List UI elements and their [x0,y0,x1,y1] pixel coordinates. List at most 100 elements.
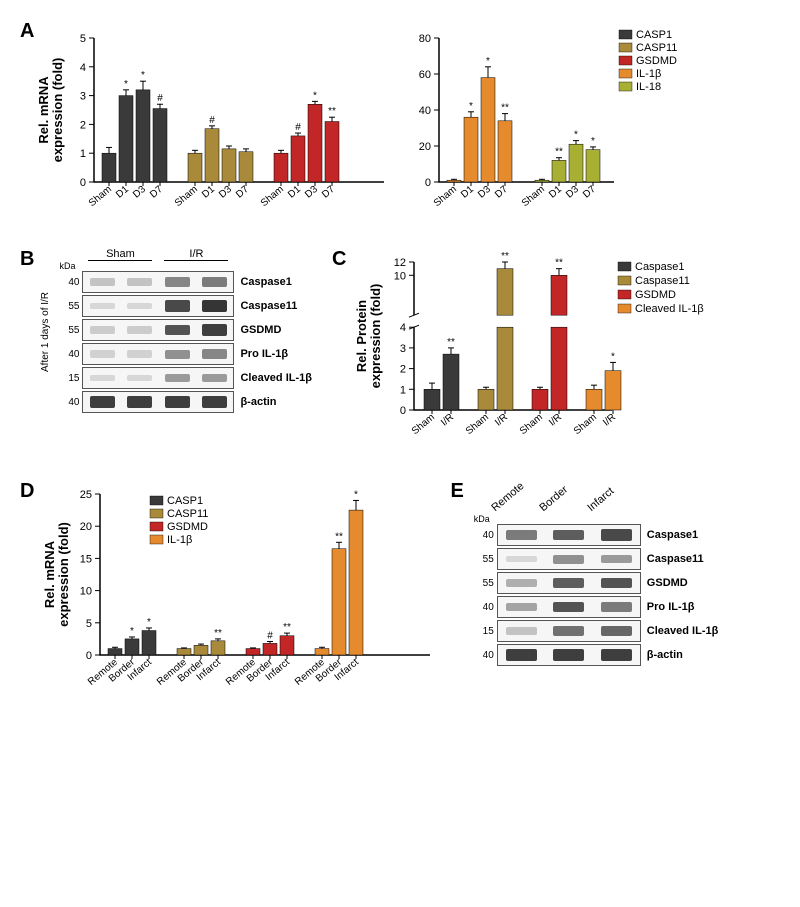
svg-text:0: 0 [86,650,92,662]
blot-band [90,303,115,310]
blot-band [506,530,537,540]
blot-kda: 55 [470,578,494,589]
blot-band [553,649,584,660]
svg-text:60: 60 [419,69,431,81]
blot-band [90,350,115,357]
svg-text:**: ** [556,258,564,269]
panel-E-label: E [450,480,463,668]
blot-kda: 15 [470,626,494,637]
blot-protein-label: β-actin [240,396,276,408]
svg-text:expression (fold): expression (fold) [50,58,65,163]
svg-text:#: # [296,122,302,133]
blot-band [90,278,115,286]
panel-C: C 012341012Rel. Proteinexpression (fold)… [332,248,722,458]
svg-text:D1: D1 [115,184,132,201]
blot-band [165,300,190,311]
svg-text:1: 1 [400,384,406,396]
blot-protein-label: Cleaved IL-1β [240,372,312,384]
blot-band [202,277,227,287]
svg-text:I/R: I/R [494,412,511,429]
svg-text:IL-1β: IL-1β [167,534,192,546]
blot-strip [497,596,641,618]
blot-kda: 40 [55,349,79,360]
svg-text:Rel. mRNA: Rel. mRNA [36,76,51,144]
blot-band [553,530,584,541]
blot-strip [497,620,641,642]
blot-lane [121,368,159,388]
panel-B-blots: ShamI/RkDa40Caspase155Caspase1155GSDMD40… [55,248,312,415]
panel-A-left-chart: 012345Rel. mRNAexpression (fold)Sham*D1*… [34,20,394,230]
blot-lane [83,344,121,364]
svg-text:#: # [158,93,164,104]
svg-text:CASP11: CASP11 [636,42,677,54]
blot-lane [158,272,196,292]
svg-text:IL-1β: IL-1β [636,68,661,80]
svg-text:5: 5 [86,618,92,630]
blot-lane [545,597,592,617]
svg-text:4: 4 [80,62,86,74]
svg-text:*: * [142,70,146,81]
svg-text:20: 20 [419,141,431,153]
blot-kda: 55 [470,554,494,565]
blot-band [553,626,584,636]
blot-band [127,303,152,310]
panel-BC-row: B After 1 days of I/R ShamI/RkDa40Caspas… [20,248,780,458]
panel-A-row: A 012345Rel. mRNAexpression (fold)Sham*D… [20,20,780,230]
svg-text:5: 5 [80,33,86,45]
blot-lane [121,272,159,292]
svg-text:Sham: Sham [173,184,200,209]
blot-strip [497,524,641,546]
svg-text:D7: D7 [235,184,252,201]
svg-text:Sham: Sham [410,412,437,437]
blot-lane [498,597,545,617]
blot-kda: 40 [470,602,494,613]
svg-text:#: # [210,115,216,126]
blot-band [127,326,152,333]
blot-band [601,626,632,636]
svg-text:*: * [592,136,596,147]
svg-text:Sham: Sham [87,184,114,209]
svg-text:*: * [148,617,152,628]
svg-text:D3: D3 [218,184,235,201]
blot-lane [592,573,639,593]
svg-text:D1: D1 [548,184,565,201]
blot-band [553,602,584,613]
kda-caption: kDa [59,261,312,271]
svg-text:D1: D1 [460,184,477,201]
blot-band [127,396,152,407]
svg-text:D3: D3 [132,184,149,201]
blot-lane [545,549,592,569]
blot-band [506,556,537,563]
svg-text:Cleaved IL-1β: Cleaved IL-1β [635,303,704,315]
blot-band [202,349,227,358]
blot-lane [121,320,159,340]
blot-protein-label: GSDMD [240,324,281,336]
svg-text:25: 25 [80,489,92,501]
blot-kda: 40 [55,277,79,288]
panel-E-blots: RemoteBorderInfarctkDa40Caspase155Caspas… [470,480,719,668]
blot-band [506,603,537,611]
svg-text:Sham: Sham [464,412,491,437]
blot-lane [83,272,121,292]
svg-text:GSDMD: GSDMD [635,289,676,301]
panel-B-label: B [20,248,34,415]
blot-lane [83,320,121,340]
svg-text:CASP1: CASP1 [636,29,672,41]
svg-text:D1: D1 [287,184,304,201]
svg-text:20: 20 [80,521,92,533]
blot-kda: 55 [55,301,79,312]
blot-band [90,375,115,382]
blot-lane [545,621,592,641]
blot-band [202,374,227,383]
blot-lane [83,368,121,388]
blot-protein-label: Caspase1 [647,529,698,541]
svg-text:*: * [487,56,491,67]
blot-band [601,649,632,660]
blot-lane [121,392,159,412]
blot-band [506,649,537,660]
svg-text:12: 12 [394,257,406,269]
blot-row: 40β-actin [55,391,312,413]
blot-lane [196,296,234,316]
blot-lane [592,549,639,569]
svg-text:CASP1: CASP1 [167,495,203,507]
